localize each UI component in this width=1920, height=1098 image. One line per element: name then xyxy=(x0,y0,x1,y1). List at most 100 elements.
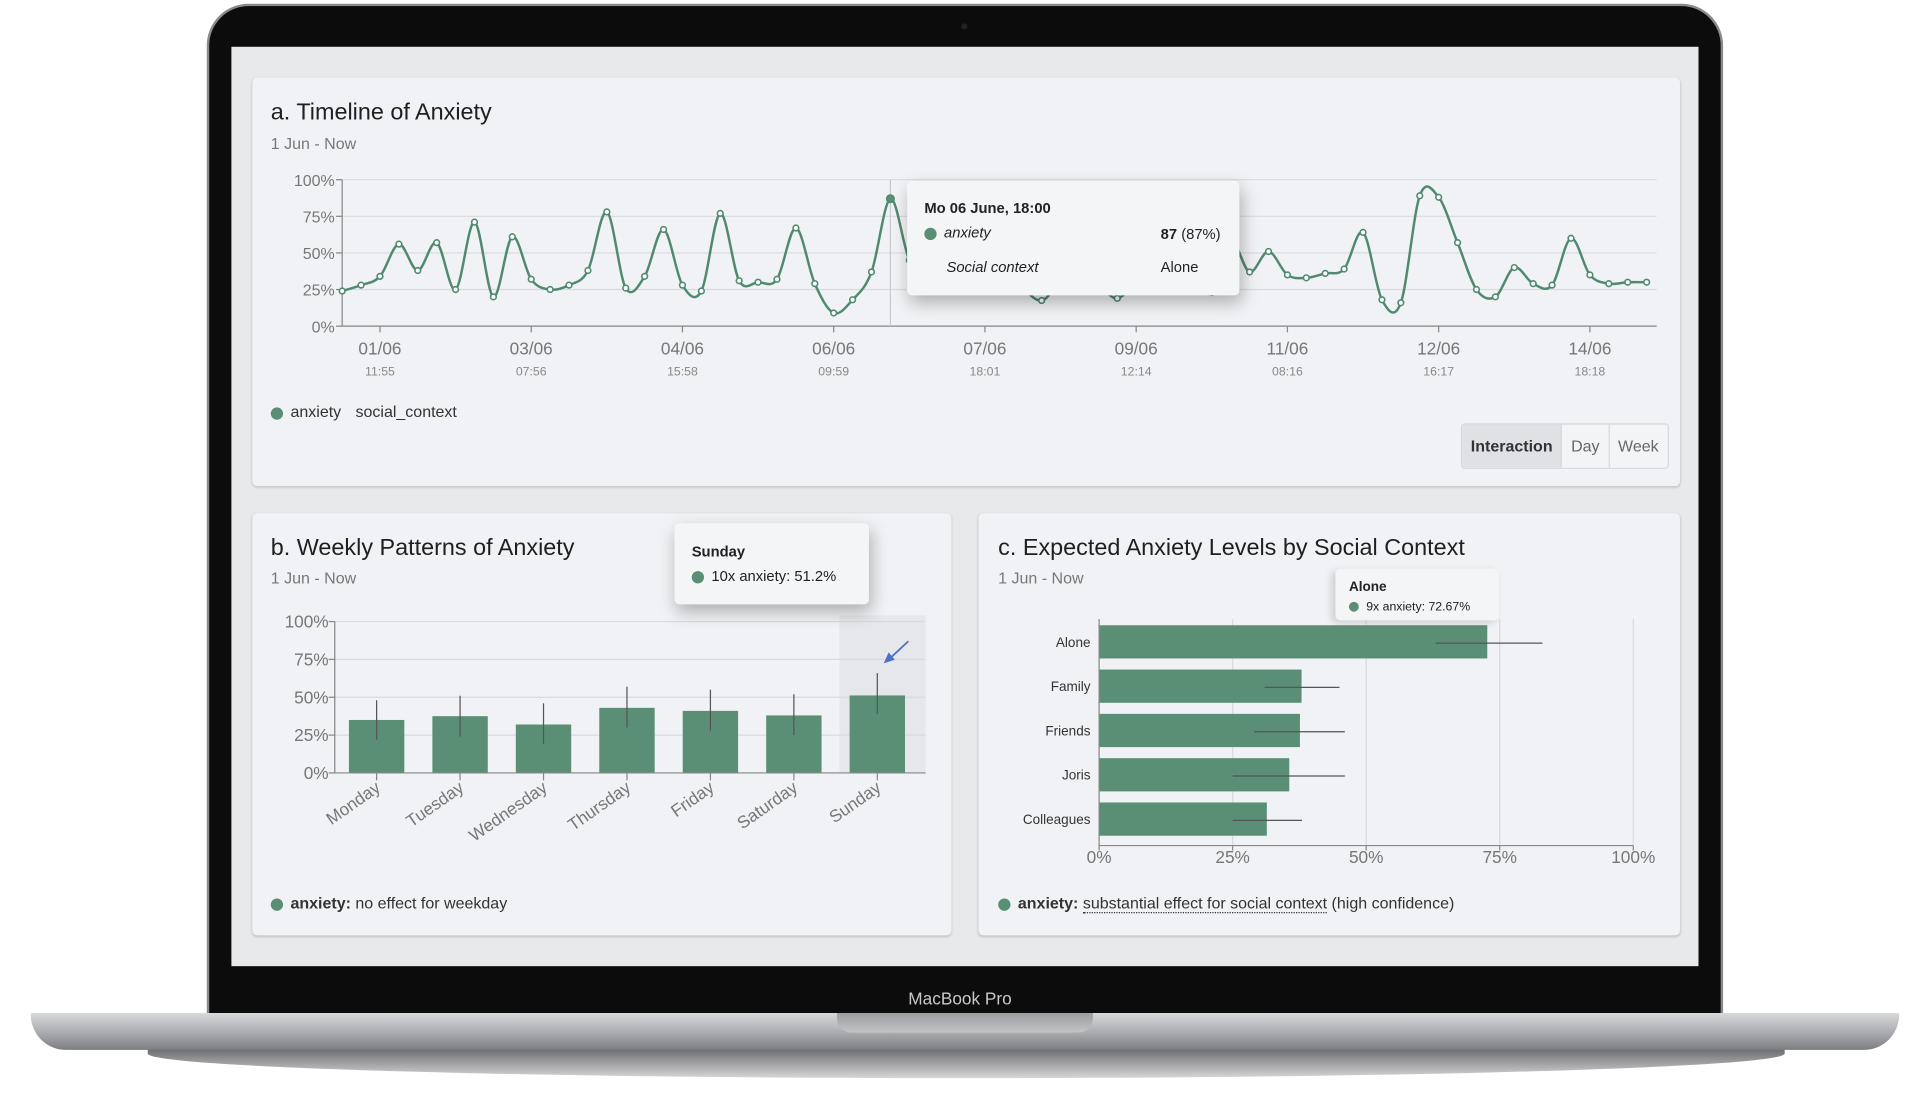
y-tick-label: 75% xyxy=(303,209,335,226)
x-tick-date: 03/06 xyxy=(510,338,553,358)
data-point xyxy=(754,278,762,286)
timeline-tooltip: Mo 06 June, 18:00 anxiety 87 (87%) Socia… xyxy=(907,180,1240,296)
weekly-tooltip: Sunday 10x anxiety: 51.2% xyxy=(674,523,869,605)
bar-alone xyxy=(1099,625,1488,659)
data-point xyxy=(1359,228,1367,237)
data-point xyxy=(565,281,573,289)
bar-joris xyxy=(1099,758,1290,792)
x-tick-label: Sunday xyxy=(825,777,885,827)
y-tick-label: 50% xyxy=(294,687,328,707)
tooltip-context-value: Alone xyxy=(1160,258,1199,276)
data-point xyxy=(603,208,611,216)
granularity-toggle: Interaction Day Week xyxy=(1460,423,1669,469)
data-point xyxy=(508,233,516,241)
data-point xyxy=(1510,263,1518,272)
tooltip-series: anxiety xyxy=(944,224,991,242)
data-point xyxy=(1245,268,1254,276)
y-tick-label: 0% xyxy=(304,763,329,783)
data-point xyxy=(811,280,819,288)
x-tick-date: 04/06 xyxy=(661,338,704,358)
legend-anxiety-dot-icon xyxy=(270,406,284,420)
interaction-button[interactable]: Interaction xyxy=(1462,424,1563,468)
data-point xyxy=(470,218,479,226)
data-point xyxy=(489,293,498,301)
data-point xyxy=(376,272,384,280)
data-point xyxy=(1624,278,1632,286)
data-point xyxy=(527,275,535,283)
y-tick-label: 0% xyxy=(312,319,335,336)
weekly-legend: anxiety: no effect for weekday xyxy=(270,893,507,913)
data-point xyxy=(1378,296,1386,304)
data-point xyxy=(1491,293,1500,301)
x-tick-date: 09/06 xyxy=(1115,338,1158,358)
bar-friends xyxy=(1099,713,1300,748)
x-tick-label: Tuesday xyxy=(402,777,467,831)
data-point xyxy=(678,281,687,289)
y-tick-label: 25% xyxy=(294,725,328,745)
x-tick-label: 50% xyxy=(1349,847,1383,867)
y-tick-label: 25% xyxy=(303,283,335,300)
data-point xyxy=(1586,271,1594,279)
x-tick-label: Monday xyxy=(322,777,384,829)
x-tick-date: 06/06 xyxy=(812,338,855,358)
data-point xyxy=(1548,281,1556,289)
data-point xyxy=(641,272,649,280)
social-panel xyxy=(978,513,1681,936)
data-point xyxy=(338,287,346,295)
x-tick-time: 16:17 xyxy=(1423,364,1454,378)
timeline-title: a. Timeline of Anxiety xyxy=(270,99,492,126)
data-point xyxy=(697,287,705,295)
bar-colleagues xyxy=(1099,802,1267,836)
data-point xyxy=(622,284,630,292)
week-button[interactable]: Week xyxy=(1618,436,1659,456)
y-category-label: Friends xyxy=(1045,723,1090,738)
data-point xyxy=(659,225,668,234)
x-tick-label: Wednesday xyxy=(465,777,551,846)
data-point xyxy=(1397,299,1405,307)
tooltip-dot-icon xyxy=(924,227,937,240)
x-tick-time: 15:58 xyxy=(667,364,698,378)
data-point xyxy=(885,194,895,204)
device-label: MacBook Pro xyxy=(908,988,1012,1009)
data-point xyxy=(848,296,857,304)
x-tick-date: 07/06 xyxy=(963,338,1006,358)
x-tick-label: Friday xyxy=(667,777,718,821)
x-tick-date: 11/06 xyxy=(1267,338,1309,358)
data-point xyxy=(1605,280,1613,288)
bar-family xyxy=(1099,669,1302,703)
data-point xyxy=(1302,274,1310,282)
data-point xyxy=(1642,278,1651,286)
data-point xyxy=(1472,285,1481,294)
data-point xyxy=(1453,239,1462,247)
tooltip-value: 87 xyxy=(1160,225,1178,243)
y-category-label: Joris xyxy=(1062,768,1091,783)
data-point xyxy=(716,209,724,218)
legend-anxiety[interactable]: anxiety xyxy=(290,402,342,421)
x-tick-date: 01/06 xyxy=(358,338,401,358)
timeline-subtitle: 1 Jun - Now xyxy=(270,134,357,153)
x-tick-date: 14/06 xyxy=(1568,338,1611,358)
x-tick-label: 75% xyxy=(1482,847,1516,867)
social-legend-series: anxiety: xyxy=(1017,893,1079,913)
data-point xyxy=(1529,280,1537,288)
x-tick-label: Thursday xyxy=(564,777,635,835)
day-button[interactable]: Day xyxy=(1562,424,1610,468)
data-point xyxy=(451,285,460,294)
x-tick-time: 18:01 xyxy=(970,364,1001,378)
social-title: c. Expected Anxiety Levels by Social Con… xyxy=(998,535,1465,562)
weekly-legend-series: anxiety: xyxy=(290,893,351,913)
data-point xyxy=(773,275,781,283)
data-point xyxy=(395,240,403,248)
effect-explanation-link[interactable]: substantial effect for social context xyxy=(1082,893,1328,914)
data-point xyxy=(1435,193,1443,201)
arrow-icon xyxy=(889,640,909,660)
y-tick-label: 50% xyxy=(303,246,335,263)
x-tick-time: 18:18 xyxy=(1575,364,1606,378)
data-point xyxy=(433,239,441,247)
x-tick-label: Saturday xyxy=(733,777,801,833)
data-point xyxy=(1264,247,1273,256)
y-tick-label: 100% xyxy=(294,173,335,190)
legend-social-context[interactable]: social_context xyxy=(355,402,457,421)
weekly-title: b. Weekly Patterns of Anxiety xyxy=(270,535,575,562)
